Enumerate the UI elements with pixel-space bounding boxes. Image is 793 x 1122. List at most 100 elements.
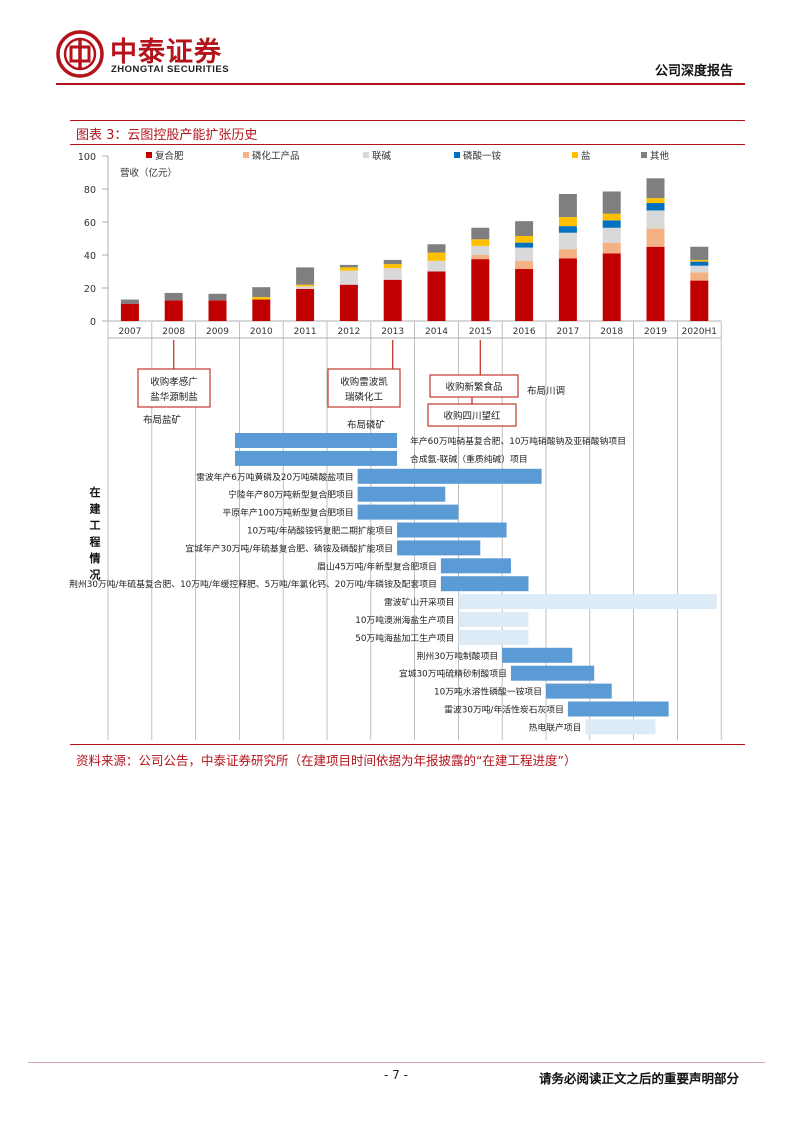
project-label: 宁陵年产80万吨新型复合肥项目 [228,489,354,501]
x-tick-label: 2020H1 [682,327,717,337]
projects-section-label-char: 情 [90,551,101,565]
project-label: 荆州30万吨制酸项目 [417,650,499,662]
figure-source: 资料来源：公司公告，中泰证券研究所（在建项目时间依据为年报披露的“在建工程进度”… [76,753,577,768]
bar-segment [427,244,446,253]
project-label: 合成氨-联碱（重质纯碱）项目 [410,453,528,465]
bar-segment [296,284,315,287]
bar-segment [690,272,709,281]
bar-segment [383,279,402,321]
y-tick-label: 100 [78,152,96,163]
x-tick-label: 2013 [381,327,404,337]
figure-title-rule [70,144,745,145]
x-tick-label: 2007 [118,327,141,337]
y-tick-label: 0 [90,317,96,328]
projects-section-label-char: 工 [90,519,101,532]
projects-section-label-char: 况 [90,568,101,582]
bar-segment [120,299,139,304]
header-divider [56,83,745,85]
project-bar [440,558,511,574]
milestone-label: 收购四川望红 [443,410,501,422]
y-tick-label: 80 [84,185,96,196]
legend-entry: 盐 [581,150,591,162]
milestone-label: 布局盐矿 [143,414,182,426]
bar-segment [427,271,446,321]
bar-segment [690,265,709,273]
company-name-en: ZHONGTAI SECURITIES [111,64,230,75]
project-bar [502,647,573,663]
project-label: 眉山45万吨/年新型复合肥项目 [317,560,437,572]
project-bar [397,540,481,556]
project-label: 宜城年产30万吨/年硫基复合肥、磷铵及磷酸扩能项目 [185,542,393,554]
projects-section-label-char: 在 [90,485,101,499]
bar-segment [471,245,490,255]
project-label: 10万吨/年硝酸铵钙复肥二期扩能项目 [247,525,393,537]
legend-entry: 磷酸一铵 [463,150,502,162]
bar-segment [646,178,665,199]
bar-segment [339,270,358,285]
project-bar [585,719,656,735]
bar-segment [471,239,490,246]
project-label: 50万吨海盐加工生产项目 [355,632,454,644]
page-number: - 7 - [384,1068,408,1082]
bar-segment [515,269,534,321]
bar-segment [120,303,139,321]
x-tick-label: 2019 [644,327,667,337]
zhongtai-logo-icon [56,30,104,78]
project-label: 10万吨水溶性磷酸一铵项目 [434,686,542,698]
bar-segment [602,227,621,243]
footer-divider [28,1062,765,1063]
project-label: 雷波30万吨/年活性炭石灰项目 [444,704,564,716]
x-tick-label: 2011 [294,327,317,337]
legend-swatch [146,152,152,158]
x-tick-label: 2014 [425,327,448,337]
x-tick-label: 2008 [162,327,185,337]
legend-swatch [363,152,369,158]
milestone-label: 瑞磷化工 [345,391,384,403]
bar-segment [296,288,315,321]
legend-entry: 联碱 [372,151,392,162]
bar-segment [339,284,358,321]
bar-segment [252,287,271,298]
bar-segment [208,300,227,321]
bar-segment [690,246,709,260]
bar-segment [471,259,490,321]
milestone-label: 收购雷波凯 [340,376,388,388]
project-bar [397,522,507,538]
bar-segment [646,203,665,211]
figure-top-rule [70,120,745,121]
legend-entry: 磷化工产品 [252,150,300,162]
bar-segment [602,191,621,214]
bar-segment [602,253,621,321]
x-tick-label: 2017 [556,327,579,337]
y-tick-label: 40 [84,251,96,262]
x-tick-label: 2015 [469,327,492,337]
bar-segment [558,249,577,259]
milestone-box [427,403,517,427]
bar-segment [296,286,315,289]
project-label: 雷波年产6万吨黄磷及20万吨磷酸盐项目 [196,471,354,483]
bar-segment [690,261,709,266]
legend-swatch [454,152,460,158]
milestone-label: 收购孝感广 [150,376,198,388]
legend-swatch [641,152,647,158]
bar-segment [690,259,709,262]
figure-bottom-rule [70,744,745,745]
bar-segment [515,221,534,237]
legend-swatch [243,152,249,158]
bar-segment [427,252,446,261]
bar-segment [252,299,271,321]
bar-segment [208,293,227,301]
projects-section-label-char: 程 [90,535,101,549]
footer-disclaimer: 请务必阅读正文之后的重要声明部分 [538,1071,739,1086]
bar-segment [252,297,271,300]
project-bar [546,683,612,699]
bar-segment [164,300,183,321]
milestone-box [429,374,519,398]
project-bar [440,576,529,592]
bar-segment [339,264,358,268]
bar-segment [515,247,534,261]
bar-segment [339,267,358,271]
milestone-label: 布局川调 [527,385,565,397]
project-bar [567,701,669,717]
bar-segment [558,258,577,321]
